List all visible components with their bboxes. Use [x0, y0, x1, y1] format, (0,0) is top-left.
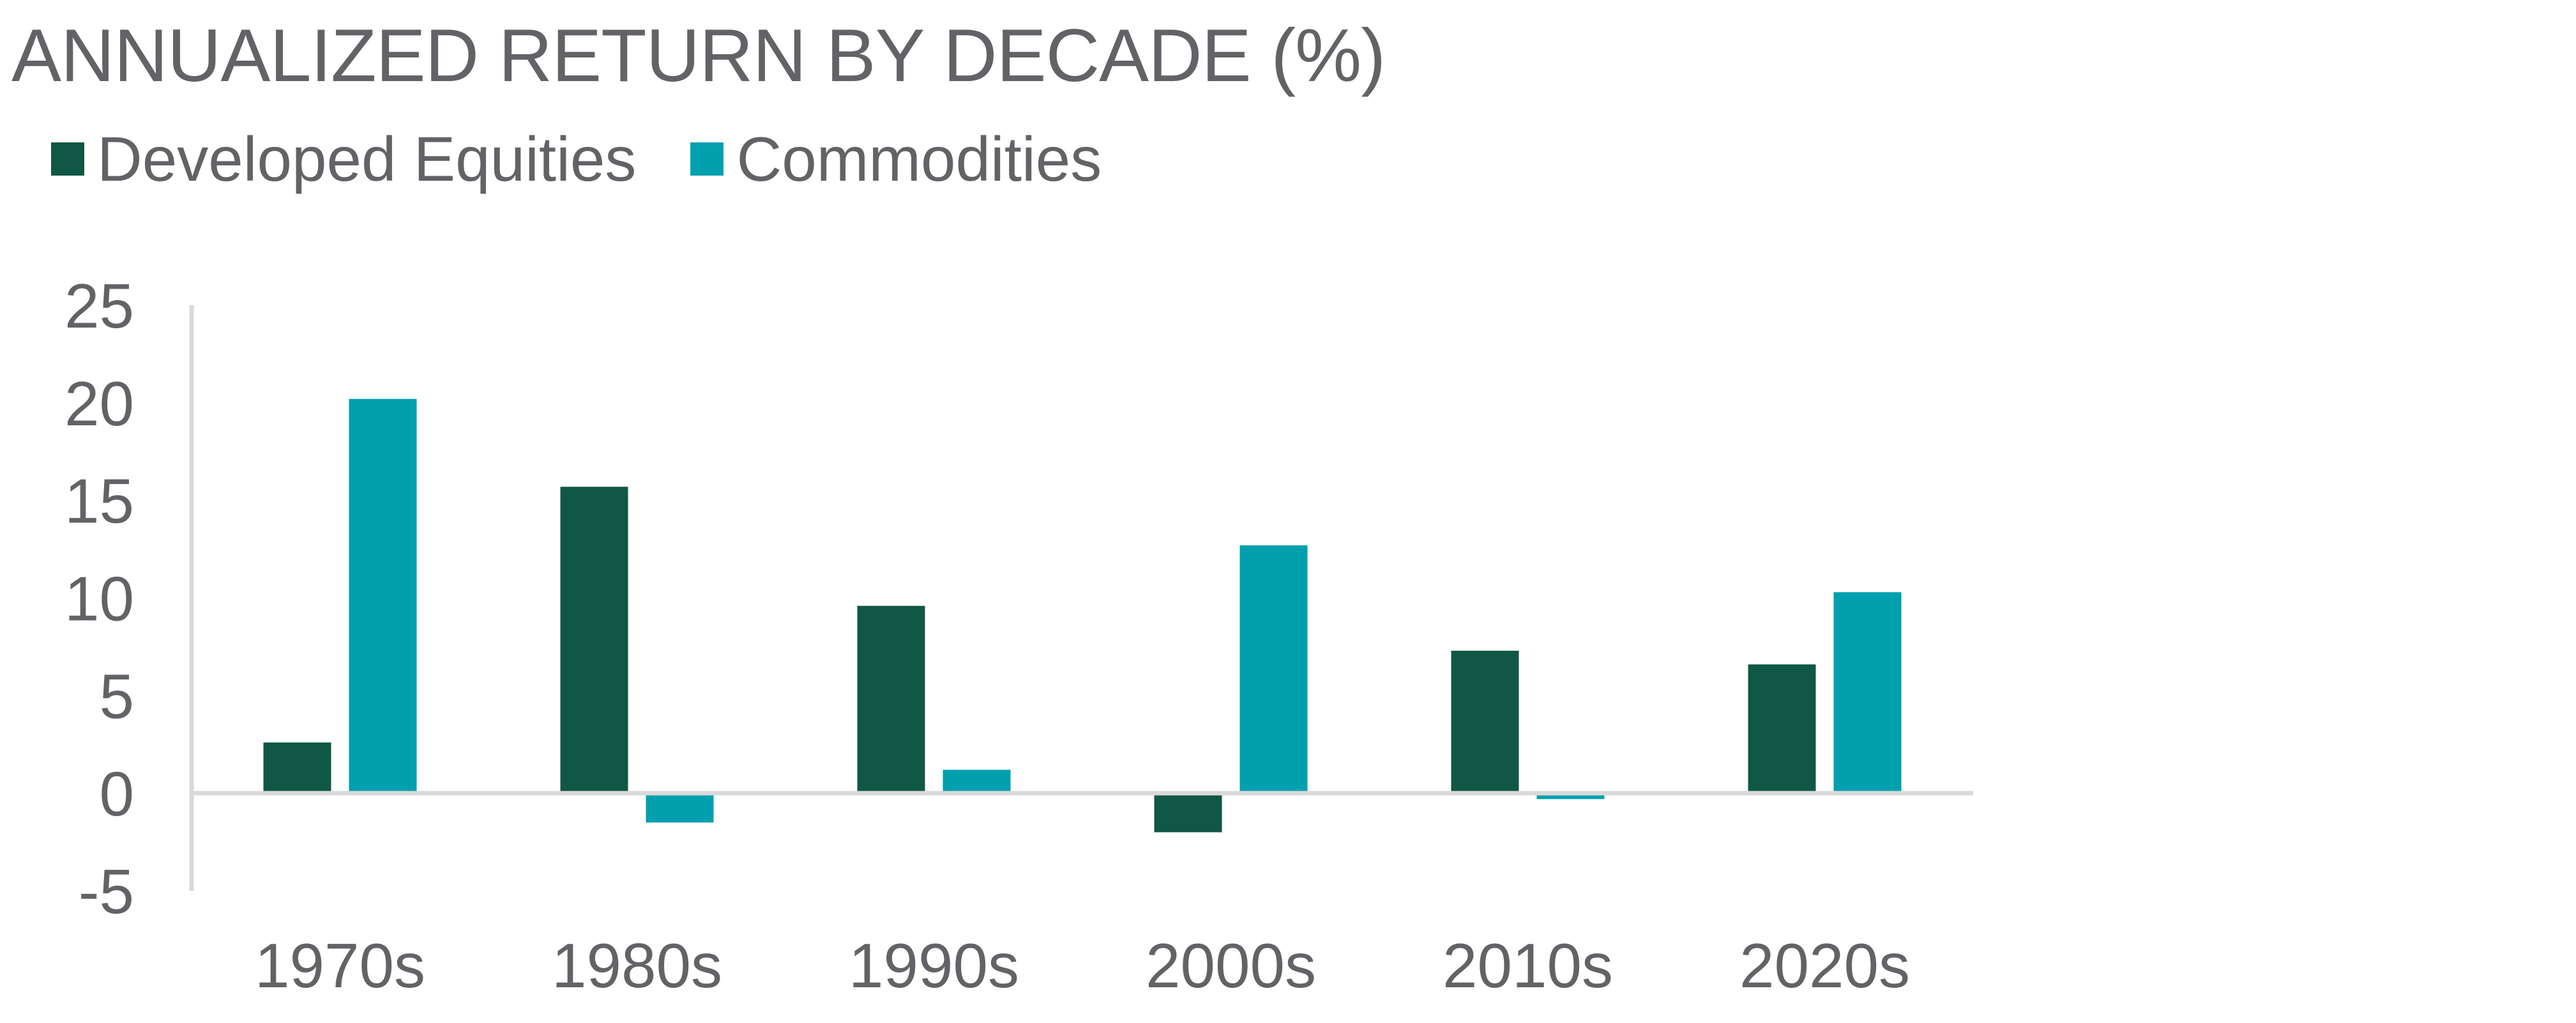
legend-swatch-commodities: [690, 142, 724, 176]
x-category-label: 2000s: [1146, 930, 1316, 1001]
legend-label-developed-equities: Developed Equities: [97, 124, 637, 194]
bar-developed-equities-1980s: [560, 487, 628, 794]
bar-developed-equities-2000s: [1154, 793, 1222, 833]
x-category-label: 2020s: [1739, 930, 1910, 1001]
bar-developed-equities-2010s: [1451, 651, 1519, 794]
y-tick-label: 15: [64, 466, 134, 536]
bar-commodities-1980s: [646, 793, 714, 823]
legend-item-developed-equities: Developed Equities: [51, 128, 636, 190]
bar-commodities-2010s: [1536, 793, 1605, 799]
x-category-label: 1990s: [849, 930, 1019, 1001]
y-tick-label: 25: [64, 271, 134, 341]
legend-item-commodities: Commodities: [690, 128, 1102, 190]
bar-commodities-1970s: [349, 398, 417, 794]
x-category-label: 1970s: [255, 930, 425, 1001]
bar-developed-equities-1990s: [857, 605, 925, 794]
legend-swatch-developed-equities: [51, 142, 84, 176]
y-tick-label: 0: [99, 759, 134, 829]
y-tick-label: 20: [64, 368, 134, 439]
bar-developed-equities-1970s: [263, 742, 331, 794]
y-tick-label: 5: [99, 661, 134, 731]
bar-developed-equities-2020s: [1748, 664, 1816, 794]
bar-commodities-2020s: [1833, 592, 1902, 794]
legend: Developed Equities Commodities: [51, 128, 1156, 190]
y-tick-label: 10: [64, 564, 134, 634]
bar-commodities-2000s: [1239, 545, 1308, 794]
bar-commodities-1990s: [943, 769, 1011, 794]
legend-label-commodities: Commodities: [736, 124, 1102, 194]
y-tick-label: -5: [79, 856, 134, 927]
x-category-label: 2010s: [1443, 930, 1613, 1001]
x-category-label: 1980s: [552, 930, 722, 1001]
chart-title: ANNUALIZED RETURN BY DECADE (%): [11, 13, 1386, 97]
